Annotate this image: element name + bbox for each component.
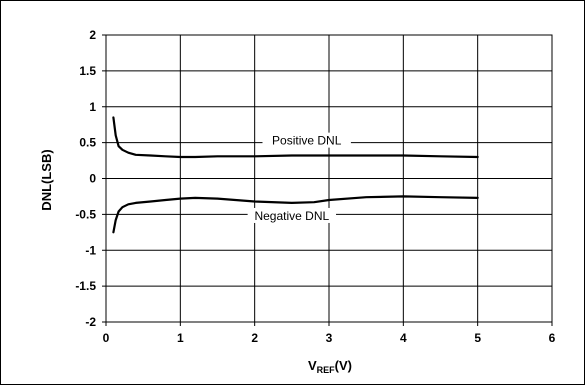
x-axis-title-subscript: REF (317, 365, 336, 375)
y-tick-labels: 2 1.5 1 0.5 0 -0.5 -1 -1.5 -2 (75, 28, 96, 329)
x-tick-labels: 0 1 2 3 4 5 6 (103, 331, 556, 345)
y-axis-title: DNL(LSB) (39, 149, 54, 210)
y-tick-label: 1.5 (79, 64, 96, 78)
x-tick-label: 2 (251, 331, 258, 345)
series-line-positive-dnl (112, 116, 479, 159)
series-line-negative-dnl (112, 195, 479, 234)
y-tick-label: -0.5 (75, 207, 96, 221)
x-tick-label: 5 (474, 331, 481, 345)
y-tick-label: -1.5 (75, 279, 96, 293)
x-tick-label: 0 (103, 331, 110, 345)
y-tick-label: 0.5 (79, 136, 96, 150)
x-axis-title: VREF(V) (308, 358, 352, 375)
x-tick-label: 6 (549, 331, 556, 345)
y-tick-label: -1 (85, 243, 96, 257)
series-layer (112, 116, 479, 234)
y-tick-label: 0 (89, 172, 96, 186)
plot-area-frame (105, 34, 553, 323)
annotation-layer: Positive DNL Negative DNL (247, 132, 351, 223)
annotation-label: Negative DNL (254, 209, 329, 223)
y-tick-label: -2 (85, 315, 96, 329)
x-tick-label: 4 (400, 331, 407, 345)
annotation-background (247, 207, 337, 223)
x-axis-title-main: V (308, 358, 317, 373)
x-axis-title-suffix: (V) (335, 358, 352, 373)
y-tick-label: 2 (89, 28, 96, 42)
annotation-label: Positive DNL (272, 134, 342, 148)
x-tick-label: 3 (326, 331, 333, 345)
x-tick-label: 1 (177, 331, 184, 345)
annotation-background (262, 132, 351, 148)
y-tick-label: 1 (89, 100, 96, 114)
